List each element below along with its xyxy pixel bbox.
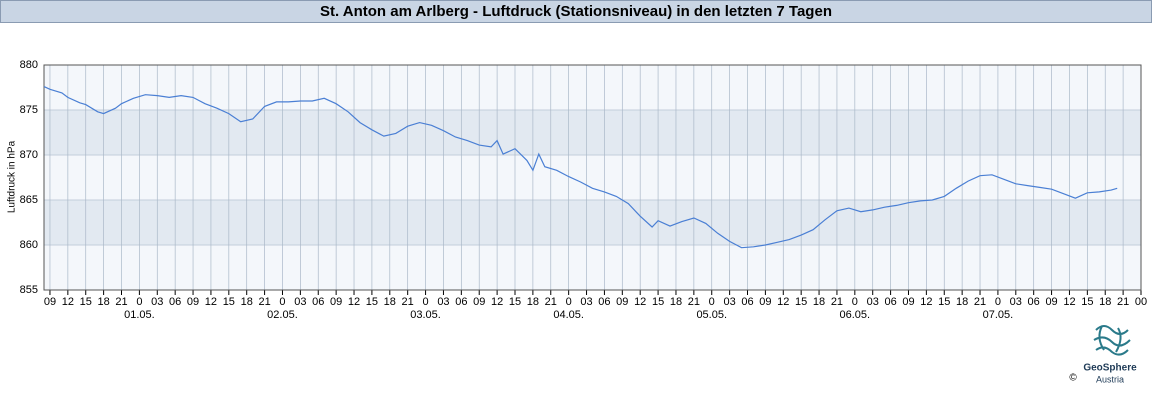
y-tick-label: 855 — [20, 284, 38, 296]
x-tick-label: 21 — [831, 296, 843, 308]
x-tick-label: 12 — [491, 296, 503, 308]
x-tick-label: 21 — [688, 296, 700, 308]
band — [44, 110, 1141, 155]
band — [44, 200, 1141, 245]
x-tick-label: 09 — [187, 296, 199, 308]
x-tick-label: 15 — [509, 296, 521, 308]
x-tick-label: 18 — [1099, 296, 1111, 308]
x-tick-label: 06 — [169, 296, 181, 308]
day-label: 03.05. — [410, 309, 441, 321]
x-tick-label: 15 — [938, 296, 950, 308]
x-tick-label: 00 — [1135, 296, 1147, 308]
x-tick-label: 15 — [795, 296, 807, 308]
x-tick-label: 09 — [330, 296, 342, 308]
x-tick-label: 12 — [777, 296, 789, 308]
x-tick-label: 0 — [279, 296, 285, 308]
x-tick-label: 18 — [97, 296, 109, 308]
plot-frame — [43, 64, 1142, 291]
x-tick-label: 12 — [62, 296, 74, 308]
x-tick-label: 09 — [902, 296, 914, 308]
day-label: 01.05. — [124, 309, 155, 321]
x-tick-label: 18 — [956, 296, 968, 308]
x-tick-label: 12 — [634, 296, 646, 308]
x-tick-label: 15 — [223, 296, 235, 308]
x-tick-label: 06 — [312, 296, 324, 308]
y-tick-label: 875 — [20, 104, 38, 116]
y-axis-label: Luftdruck in hPa — [7, 140, 18, 213]
x-tick-label: 03 — [1010, 296, 1022, 308]
x-tick-label: 09 — [616, 296, 628, 308]
x-tick-label: 09 — [44, 296, 56, 308]
x-tick-label: 12 — [205, 296, 217, 308]
x-tick-label: 21 — [545, 296, 557, 308]
x-tick-label: 09 — [759, 296, 771, 308]
x-tick-label: 18 — [241, 296, 253, 308]
x-tick-label: 15 — [652, 296, 664, 308]
x-tick-label: 21 — [258, 296, 270, 308]
day-label: 05.05. — [696, 309, 727, 321]
logo-name: GeoSphere — [1083, 363, 1137, 374]
x-tick-label: 09 — [473, 296, 485, 308]
x-tick-label: 18 — [384, 296, 396, 308]
x-tick-label: 12 — [1063, 296, 1075, 308]
y-tick-label: 870 — [20, 149, 38, 161]
logo-mark — [1093, 325, 1131, 356]
x-tick-label: 06 — [455, 296, 467, 308]
x-tick-label: 15 — [1081, 296, 1093, 308]
x-tick-label: 21 — [115, 296, 127, 308]
day-label: 04.05. — [553, 309, 584, 321]
x-tick-label: 03 — [151, 296, 163, 308]
x-tick-label: 03 — [724, 296, 736, 308]
plot-area: 855 860 865 870 875 880 09 12 15 18 21 0 03 06 09 12 15 1… — [20, 59, 1147, 321]
x-tick-label: 21 — [1117, 296, 1129, 308]
x-tick-label: 21 — [402, 296, 414, 308]
x-tick-label: 0 — [709, 296, 715, 308]
x-tick-label: 0 — [423, 296, 429, 308]
copyright: © — [1069, 373, 1077, 384]
x-tick-label: 0 — [136, 296, 142, 308]
line-series — [43, 86, 1118, 249]
x-tick-label: 09 — [1045, 296, 1057, 308]
x-tick-label: 12 — [920, 296, 932, 308]
x-tick-label: 06 — [1028, 296, 1040, 308]
x-tick-label: 06 — [884, 296, 896, 308]
y-tick-label: 860 — [20, 239, 38, 251]
x-tick-label: 0 — [566, 296, 572, 308]
y-tick-label: 865 — [20, 194, 38, 206]
x-tick-label: 03 — [437, 296, 449, 308]
x-tick-label: 18 — [813, 296, 825, 308]
logo-sub: Austria — [1096, 374, 1124, 384]
x-tick-label: 0 — [995, 296, 1001, 308]
x-tick-label: 0 — [852, 296, 858, 308]
day-label: 06.05. — [840, 309, 871, 321]
x-tick-label: 12 — [348, 296, 360, 308]
x-tick-label: 15 — [366, 296, 378, 308]
x-tick-label: 03 — [294, 296, 306, 308]
x-tick-label: 06 — [741, 296, 753, 308]
y-tick-label: 880 — [20, 59, 38, 71]
x-tick-label: 18 — [670, 296, 682, 308]
chart-title: St. Anton am Arlberg - Luftdruck (Statio… — [320, 3, 832, 20]
x-tick-label: 21 — [974, 296, 986, 308]
x-tick-label: 15 — [80, 296, 92, 308]
x-tick-label: 03 — [867, 296, 879, 308]
day-label: 07.05. — [983, 309, 1014, 321]
x-tick-label: 06 — [598, 296, 610, 308]
plot-background — [44, 65, 1141, 290]
x-tick-label: 03 — [580, 296, 592, 308]
x-tick-label: 18 — [527, 296, 539, 308]
day-label: 02.05. — [267, 309, 298, 321]
logo: GeoSphere Austria © — [1069, 325, 1137, 384]
